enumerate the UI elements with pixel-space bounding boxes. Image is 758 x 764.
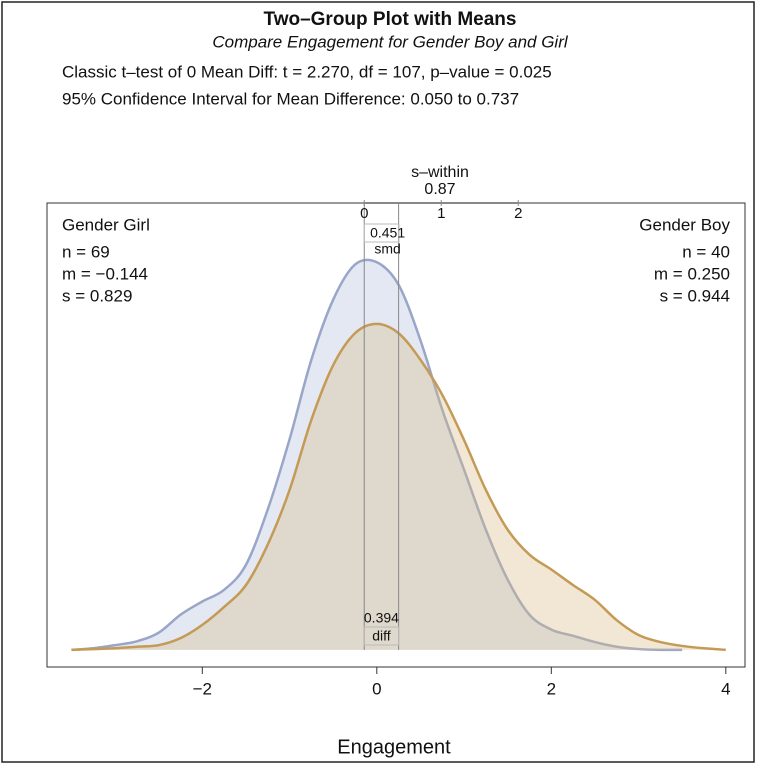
group-name: Gender Boy: [639, 215, 730, 234]
group-stat: n = 69: [62, 242, 110, 261]
s-within-tick-label: 0: [360, 205, 368, 222]
stats-line: Classic t–test of 0 Mean Diff: t = 2.270…: [62, 62, 552, 81]
group-name: Gender Girl: [62, 215, 150, 234]
chart-title: Two–Group Plot with Means: [264, 9, 517, 30]
smd-value: 0.451: [370, 225, 405, 241]
chart-subtitle: Compare Engagement for Gender Boy and Gi…: [212, 32, 569, 51]
x-tick-label: 4: [721, 679, 730, 698]
group-stat: n = 40: [682, 242, 730, 261]
x-tick-label: 2: [547, 679, 556, 698]
x-tick-label: 0: [372, 679, 381, 698]
density-line: [71, 258, 683, 652]
x-axis-label: Engagement: [337, 736, 451, 758]
s-within-value: 0.87: [424, 181, 455, 198]
group-stat: s = 0.829: [62, 286, 132, 305]
smd-box: [363, 223, 400, 243]
diff-label: diff: [372, 628, 391, 644]
x-tick-label: −2: [193, 679, 212, 698]
group-stat: s = 0.944: [660, 286, 730, 305]
group-stat: m = −0.144: [62, 264, 148, 283]
density-area: [71, 259, 683, 650]
group-stat: m = 0.250: [654, 264, 730, 283]
diff-value: 0.394: [364, 610, 399, 626]
s-within-tick-label: 2: [514, 205, 522, 222]
s-within-tick-label: 1: [437, 205, 445, 222]
stats-line: 95% Confidence Interval for Mean Differe…: [62, 89, 519, 108]
s-within-label: s–within: [411, 164, 469, 181]
diff-box: [363, 626, 400, 646]
smd-label: smd: [374, 241, 400, 257]
